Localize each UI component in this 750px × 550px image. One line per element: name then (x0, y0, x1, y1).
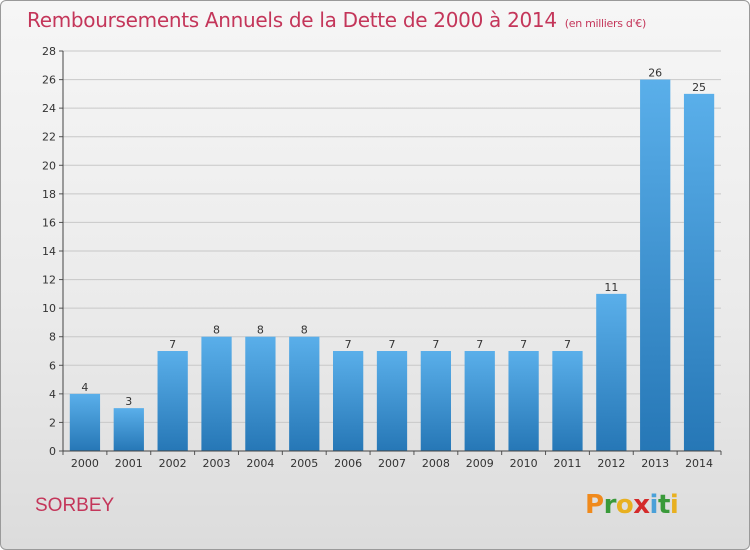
x-tick-label: 2004 (246, 457, 274, 470)
bar (289, 336, 320, 451)
y-tick-label: 4 (49, 388, 56, 401)
bar-value-label: 7 (476, 338, 483, 351)
bar-value-label: 8 (301, 324, 308, 337)
x-tick-label: 2006 (334, 457, 362, 470)
x-tick-label: 2000 (71, 457, 99, 470)
x-tick-label: 2003 (203, 457, 231, 470)
x-tick-label: 2011 (553, 457, 581, 470)
bar (201, 336, 232, 451)
brand-letter: r (603, 490, 617, 520)
x-tick-label: 2014 (685, 457, 713, 470)
bar (69, 393, 101, 451)
y-tick-label: 16 (42, 216, 56, 229)
bar-layer: 4 3 7 8 8 8 7 7 7 7 7 7 11 26 25 (69, 67, 715, 452)
bar-value-label: 7 (345, 338, 352, 351)
y-tick-label: 14 (42, 245, 56, 258)
bar-value-label: 7 (432, 338, 439, 351)
y-tick-label: 2 (49, 416, 56, 429)
chart-subtitle: (en milliers d'€) (564, 17, 646, 30)
bar-value-label: 7 (389, 338, 396, 351)
bar-value-label: 8 (213, 324, 220, 337)
bar (640, 79, 671, 452)
bar (113, 408, 144, 451)
y-tick-label: 18 (42, 188, 56, 201)
x-tick-label: 2012 (597, 457, 625, 470)
bar (376, 351, 408, 451)
y-tick-label: 22 (42, 131, 56, 144)
bar (157, 351, 188, 451)
bar (245, 336, 276, 451)
x-tick-label: 2002 (159, 457, 187, 470)
bar-value-label: 7 (564, 338, 571, 351)
x-tick-label: 2005 (290, 457, 318, 470)
bar-value-label: 8 (257, 324, 264, 337)
bar-value-label: 25 (692, 81, 706, 94)
x-tick-label: 2013 (641, 457, 669, 470)
y-tick-label: 8 (49, 331, 56, 344)
brand-letter: i (669, 490, 679, 520)
y-tick-label: 12 (42, 274, 56, 287)
brand-letter: P (585, 490, 604, 520)
bar (596, 293, 627, 451)
x-tick-label: 2007 (378, 457, 406, 470)
y-tick-label: 24 (42, 102, 56, 115)
y-tick-label: 0 (49, 445, 56, 458)
bar-value-label: 11 (604, 281, 618, 294)
brand-logo: Proxiti (585, 490, 679, 520)
bar (420, 351, 452, 451)
bar (552, 351, 583, 451)
y-tick-label: 20 (42, 159, 56, 172)
brand-letter: t (657, 490, 670, 520)
y-tick-label: 6 (49, 359, 56, 372)
chart-title-text: Remboursements Annuels de la Dette de 20… (27, 8, 557, 32)
brand-letter: o (615, 490, 634, 520)
x-tick-label: 2008 (422, 457, 450, 470)
x-tick-label: 2010 (510, 457, 538, 470)
x-tick-label: 2001 (115, 457, 143, 470)
y-tick-label: 28 (42, 45, 56, 58)
y-tick-label: 10 (42, 302, 56, 315)
bar-value-label: 7 (169, 338, 176, 351)
bar-value-label: 7 (520, 338, 527, 351)
commune-name: SORBEY (35, 495, 115, 516)
bar (508, 351, 539, 451)
brand-letter: x (633, 490, 650, 520)
bar (464, 351, 495, 451)
brand-letter: i (649, 490, 659, 520)
x-tick-label: 2009 (466, 457, 494, 470)
bar (332, 351, 364, 451)
chart-title: Remboursements Annuels de la Dette de 20… (27, 8, 646, 32)
y-tick-label: 26 (42, 74, 56, 87)
bar-value-label: 26 (648, 67, 662, 80)
bar (683, 93, 715, 451)
bar-value-label: 4 (81, 381, 88, 394)
bar-value-label: 3 (125, 395, 132, 408)
